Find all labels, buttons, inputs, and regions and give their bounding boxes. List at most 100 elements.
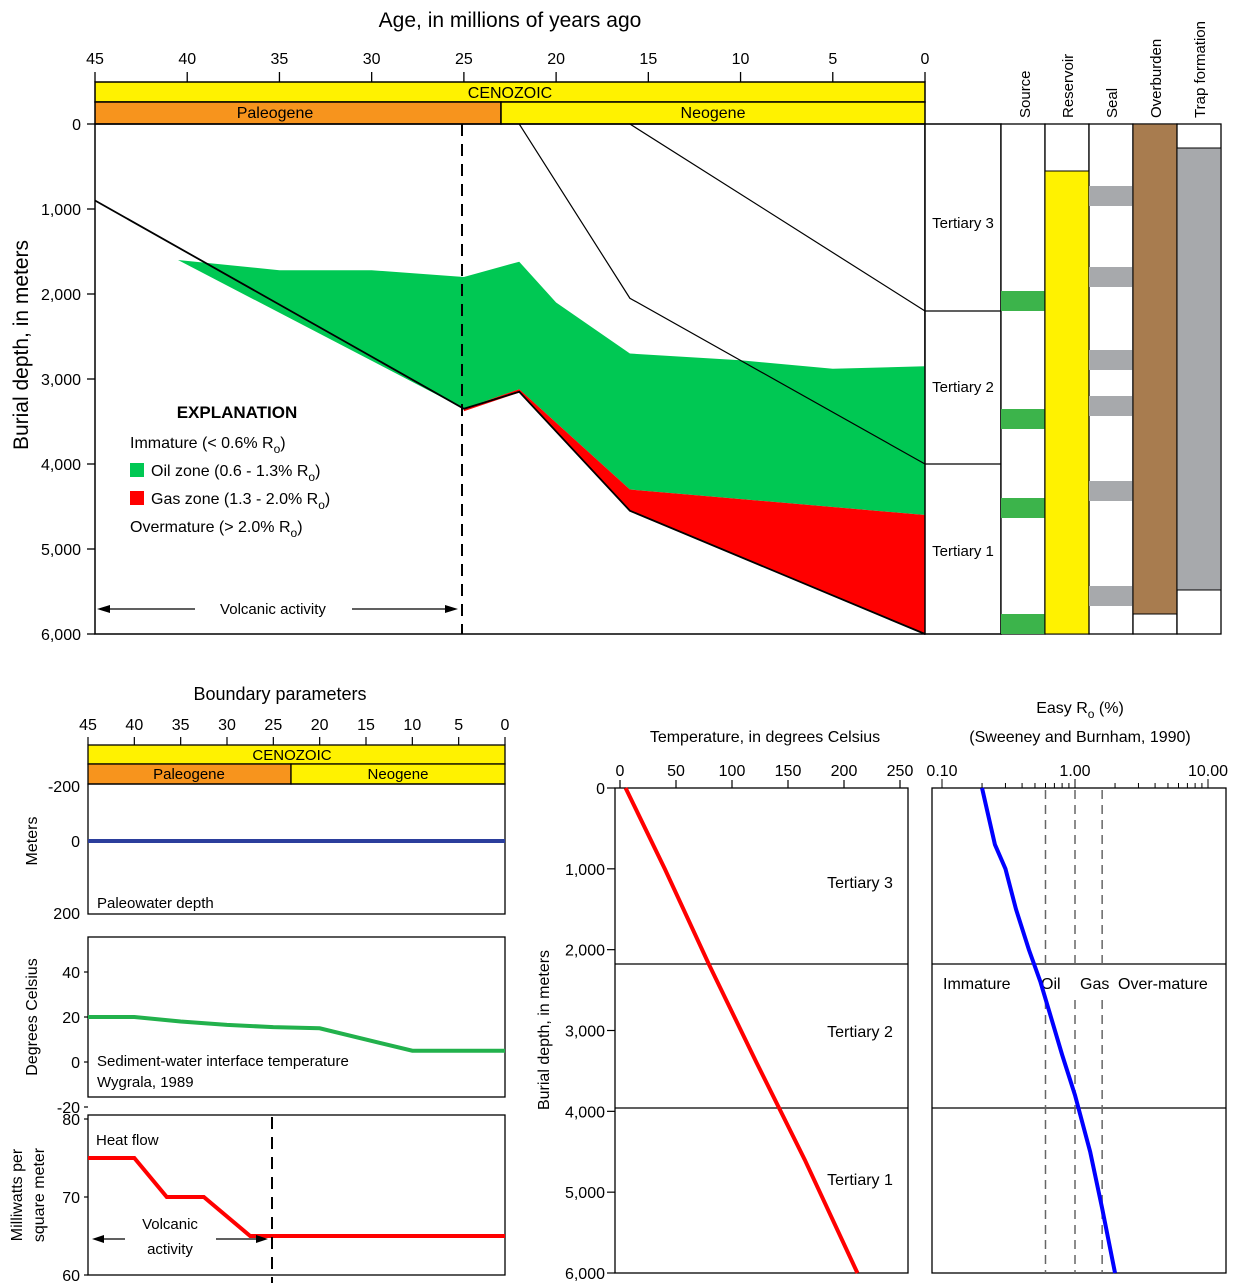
swi-y-tick-label: 40 xyxy=(62,965,80,982)
hf-y-ticks: 80 70 60 xyxy=(62,1112,88,1283)
main-x-axis-title: Age, in millions of years ago xyxy=(379,9,642,32)
element-reservoir-label: Reservoir xyxy=(1060,54,1077,118)
boundary-x-ticks: 45 40 35 30 25 20 15 10 5 0 xyxy=(79,717,510,745)
bp-era-label: CENOZOIC xyxy=(252,747,331,764)
main-y-tick-label: 6,000 xyxy=(41,627,81,644)
tertiary-1-base-line xyxy=(94,199,926,635)
bp-x-tick-label: 40 xyxy=(125,717,143,734)
bp-x-tick-label: 15 xyxy=(357,717,375,734)
oil-zone-area xyxy=(178,260,925,515)
temperature-y-ticks: 0 1,000 2,000 3,000 4,000 5,000 6,000 xyxy=(565,781,615,1283)
source-bed xyxy=(1001,409,1045,429)
main-x-tick-label: 15 xyxy=(639,51,657,68)
volcanic-activity-label: Volcanic activity xyxy=(220,601,326,618)
pw-tick: 0 xyxy=(71,834,80,851)
temp-unit-tertiary-2: Tertiary 2 xyxy=(827,1024,893,1041)
seal-bed xyxy=(1089,396,1133,416)
easy-ro-chart: Easy Ro (%) (Sweeney and Burnham, 1990) … xyxy=(926,700,1228,1274)
pw-tick: 200 xyxy=(53,906,80,923)
main-x-tick-label: 35 xyxy=(271,51,289,68)
temp-y-tick-label: 1,000 xyxy=(565,862,605,879)
seal-bed xyxy=(1089,481,1133,501)
main-x-ticks: 45 40 35 30 25 20 15 10 5 0 xyxy=(86,51,930,82)
units-column: Tertiary 3 Tertiary 2 Tertiary 1 xyxy=(924,123,1002,635)
hf-y-tick-label: 80 xyxy=(62,1112,80,1129)
main-y-tick-label: 1,000 xyxy=(41,202,81,219)
swi-y-tick-label: 20 xyxy=(62,1010,80,1027)
legend-oil: Oil zone (0.6 - 1.3% Ro) xyxy=(151,463,320,484)
legend-oil-swatch xyxy=(130,463,144,477)
bp-neogene-label: Neogene xyxy=(368,766,429,783)
main-x-tick-label: 40 xyxy=(178,51,196,68)
easy-ro-x-ticks: 0.10 1.00 10.00 xyxy=(926,763,1228,788)
temp-x-tick-label: 0 xyxy=(616,763,625,780)
main-y-axis-title: Burial depth, in meters xyxy=(10,240,33,450)
main-y-tick-label: 0 xyxy=(72,117,81,134)
zone-over-mature-label: Over-mature xyxy=(1118,976,1208,993)
zone-oil-label: Oil xyxy=(1041,976,1061,993)
bp-x-tick-label: 25 xyxy=(264,717,282,734)
main-x-tick-label: 45 xyxy=(86,51,104,68)
temp-y-tick-label: 4,000 xyxy=(565,1104,605,1121)
main-y-tick-label: 2,000 xyxy=(41,287,81,304)
seal-column xyxy=(1088,123,1134,635)
hf-volcanic-label-2: activity xyxy=(147,1241,193,1258)
main-x-tick-label: 25 xyxy=(455,51,473,68)
temperature-x-ticks: 0 50 100 150 200 250 xyxy=(616,763,913,788)
source-bed xyxy=(1001,498,1045,518)
temp-y-tick-label: 6,000 xyxy=(565,1266,605,1283)
temperature-line xyxy=(623,787,860,1274)
temp-x-tick-label: 200 xyxy=(831,763,858,780)
neogene-label: Neogene xyxy=(681,105,746,122)
easy-ro-line xyxy=(980,787,1118,1274)
paleogene-label: Paleogene xyxy=(237,105,314,122)
maturity-threshold-lines xyxy=(1044,790,1103,1273)
temp-y-tick-label: 5,000 xyxy=(565,1185,605,1202)
easy-ro-subtitle: (Sweeney and Burnham, 1990) xyxy=(969,729,1190,746)
paleowater-panel xyxy=(87,783,506,915)
legend-overmature: Overmature (> 2.0% Ro) xyxy=(130,519,303,540)
hf-y-tick-label: 70 xyxy=(62,1190,80,1207)
element-seal-label: Seal xyxy=(1104,88,1121,118)
paleowater-label: Paleowater depth xyxy=(97,895,214,912)
main-x-tick-label: 20 xyxy=(547,51,565,68)
main-x-tick-label: 30 xyxy=(363,51,381,68)
volcanic-activity-arrow: Volcanic activity xyxy=(97,601,458,618)
bp-x-tick-label: 20 xyxy=(311,717,329,734)
bp-x-tick-label: 0 xyxy=(501,717,510,734)
pw-tick: -200 xyxy=(48,779,80,796)
era-label: CENOZOIC xyxy=(468,85,552,102)
temp-x-tick-label: 50 xyxy=(667,763,685,780)
temp-y-tick-label: 0 xyxy=(596,781,605,798)
swi-y-tick-label: -20 xyxy=(57,1100,80,1117)
unit-label-tertiary-3: Tertiary 3 xyxy=(932,215,994,232)
main-x-tick-label: 10 xyxy=(732,51,750,68)
swi-y-title: Degrees Celsius xyxy=(24,958,41,1075)
bp-x-tick-label: 30 xyxy=(218,717,236,734)
main-x-tick-label: 0 xyxy=(921,51,930,68)
element-overburden-label: Overburden xyxy=(1148,39,1165,118)
ro-x-tick-label: 10.00 xyxy=(1188,763,1228,780)
trap-formation-interval xyxy=(1176,147,1222,591)
source-column xyxy=(1000,123,1046,635)
ro-x-tick-label: 0.10 xyxy=(926,763,957,780)
overburden-interval xyxy=(1132,123,1178,615)
swi-temperature-label: Sediment-water interface temperature xyxy=(97,1053,349,1070)
legend-gas-swatch xyxy=(130,491,144,505)
unit-label-tertiary-2: Tertiary 2 xyxy=(932,379,994,396)
reservoir-interval xyxy=(1044,170,1090,635)
tertiary-2-base-line xyxy=(518,123,926,465)
legend-gas: Gas zone (1.3 - 2.0% Ro) xyxy=(151,491,330,512)
main-y-ticks: 0 1,000 2,000 3,000 4,000 5,000 6,000 xyxy=(41,117,95,644)
bp-paleogene-label: Paleogene xyxy=(153,766,225,783)
bp-x-tick-label: 45 xyxy=(79,717,97,734)
heat-flow-panel xyxy=(87,1114,506,1276)
zone-gas-label: Gas xyxy=(1080,976,1109,993)
temp-unit-tertiary-3: Tertiary 3 xyxy=(827,875,893,892)
main-x-tick-label: 5 xyxy=(828,51,837,68)
gas-zone-area xyxy=(463,389,925,634)
easy-ro-title: Easy Ro (%) xyxy=(1036,700,1124,721)
main-y-tick-label: 4,000 xyxy=(41,457,81,474)
temp-y-tick-label: 3,000 xyxy=(565,1024,605,1041)
legend-title: EXPLANATION xyxy=(177,403,298,422)
